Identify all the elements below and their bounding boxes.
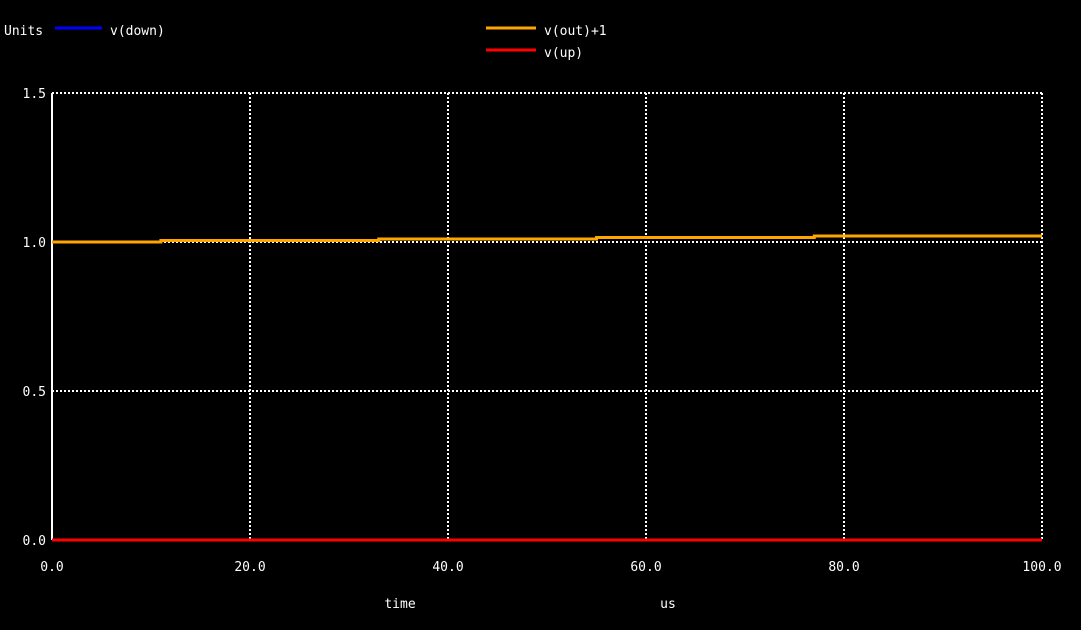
y-axis-label: Units — [4, 24, 43, 39]
x-tick-label: 80.0 — [828, 560, 859, 575]
series-line — [52, 234, 1042, 244]
x-axis-label: time — [384, 597, 415, 612]
legend-label: v(up) — [544, 46, 583, 61]
grid — [52, 92, 1043, 540]
tick-labels: 0.0 20.0 40.0 60.0 80.0 100.0 0.0 0.5 1.0 1.5 — [23, 87, 1062, 575]
axes — [51, 93, 1042, 541]
y-tick-label: 1.5 — [23, 87, 46, 102]
x-tick-label: 20.0 — [234, 560, 265, 575]
x-tick-label: 0.0 — [40, 560, 63, 575]
x-tick-label: 60.0 — [630, 560, 661, 575]
x-tick-label: 40.0 — [432, 560, 463, 575]
y-tick-label: 0.0 — [23, 534, 46, 549]
y-tick-label: 0.5 — [23, 385, 46, 400]
legend-label: v(down) — [110, 24, 165, 39]
y-tick-label: 1.0 — [23, 236, 46, 251]
x-tick-label: 100.0 — [1022, 560, 1061, 575]
series-traces — [52, 234, 1042, 542]
legend-label: v(out)+1 — [544, 24, 607, 39]
legend: Units v(down) v(out)+1 v(up) — [4, 24, 607, 61]
x-axis-unit: us — [660, 597, 676, 612]
